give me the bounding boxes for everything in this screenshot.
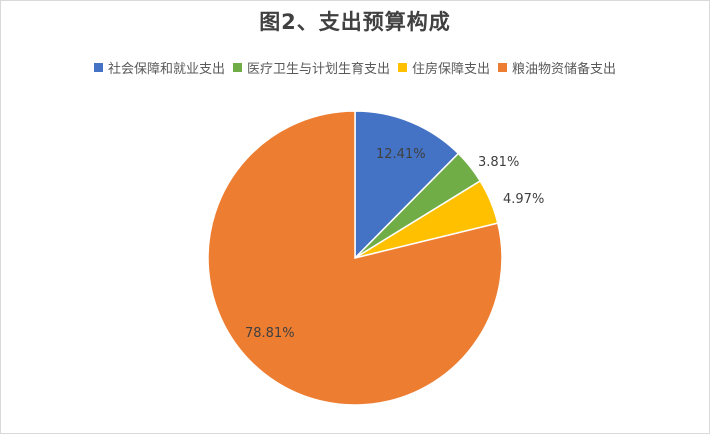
legend-label: 粮油物资储备支出 [512,62,617,77]
legend-item-housing[interactable]: 住房保障支出 [398,58,490,77]
pie-slice-social-security[interactable] [354,110,460,260]
data-label-grain-reserve: 78.81% [245,326,295,341]
legend-label: 住房保障支出 [412,62,491,77]
legend-swatch-green [232,63,242,72]
legend-label: 医疗卫生与计划生育支出 [246,62,390,77]
legend-swatch-orange [498,63,508,72]
chart-title: 图2、支出预算构成 [259,10,451,34]
legend-label: 社会保障和就业支出 [107,62,225,77]
legend-item-healthcare[interactable]: 医疗卫生与计划生育支出 [232,58,390,77]
legend-item-grain-reserve[interactable]: 粮油物资储备支出 [498,58,616,77]
legend-item-social-security[interactable]: 社会保障和就业支出 [93,58,225,77]
chart-legend: 社会保障和就业支出 医疗卫生与计划生育支出 住房保障支出 粮油物资储备支出 [0,58,710,77]
pie-slices [207,110,503,406]
data-label-healthcare: 3.81% [478,155,519,170]
legend-swatch-yellow [398,63,407,72]
data-label-housing: 4.97% [503,192,544,207]
legend-swatch-blue [93,63,103,72]
data-label-social-security: 12.41% [376,147,426,162]
pie-slice-grain-reserve[interactable] [207,110,503,406]
